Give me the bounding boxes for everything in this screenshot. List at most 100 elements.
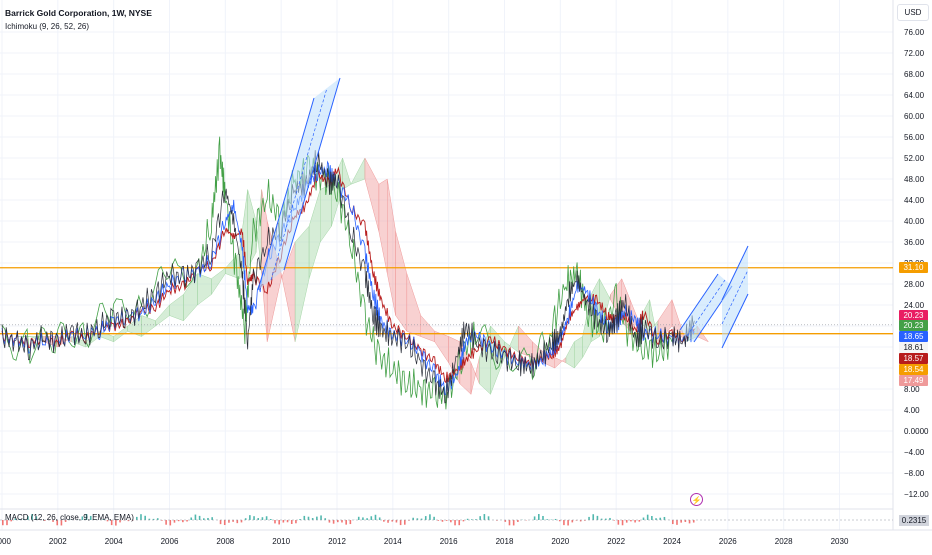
macd-bar <box>379 517 381 520</box>
y-tick-label: 56.00 <box>904 133 925 142</box>
x-tick-label: 2012 <box>328 537 346 546</box>
macd-bar <box>672 520 674 524</box>
macd-bar <box>190 518 192 520</box>
y-tick-label: −4.00 <box>904 448 925 457</box>
macd-bar <box>333 520 335 524</box>
cloud-segment <box>351 158 365 184</box>
cloud-segment <box>387 179 395 316</box>
macd-bar <box>278 520 280 524</box>
macd-bar <box>241 520 243 522</box>
macd-bar <box>232 520 234 522</box>
x-tick-label: 2014 <box>384 537 402 546</box>
macd-bar <box>291 520 293 524</box>
lightning-icon[interactable]: ⚡ <box>690 493 703 506</box>
cloud-segment <box>566 342 574 368</box>
price-tag: 20.23 <box>899 320 928 331</box>
macd-bar <box>513 520 515 525</box>
macd-bar <box>630 520 632 521</box>
macd-bar <box>689 520 691 523</box>
macd-bar <box>371 516 373 520</box>
macd-bar <box>479 516 481 520</box>
macd-bar <box>639 520 641 522</box>
macd-bar <box>505 520 507 522</box>
macd-bar <box>412 518 414 520</box>
macd-bar <box>433 517 435 520</box>
macd-bar <box>597 516 599 520</box>
price-line <box>2 150 694 403</box>
cloud-segment <box>197 274 211 306</box>
x-tick-label: 2024 <box>663 537 681 546</box>
macd-value-tag: 0.2315 <box>899 515 929 526</box>
conversion-line <box>2 162 694 395</box>
macd-bar <box>400 520 402 525</box>
macd-bar <box>626 520 628 523</box>
macd-bar <box>211 517 213 520</box>
macd-bar <box>685 520 687 522</box>
x-tick-label: 2030 <box>831 537 849 546</box>
price-tag: 18.61 <box>899 342 928 353</box>
cloud-segment <box>365 158 379 232</box>
macd-bar <box>375 515 377 520</box>
macd-bar <box>622 520 624 525</box>
ichimoku-cloud <box>16 158 708 394</box>
macd-bar <box>249 515 251 520</box>
macd-bar <box>358 517 360 520</box>
y-tick-label: 52.00 <box>904 154 925 163</box>
macd-bar <box>345 520 347 525</box>
macd-bar <box>383 520 385 522</box>
macd-bar <box>454 520 456 525</box>
cloud-segment <box>574 337 582 369</box>
macd-bar <box>680 520 682 523</box>
macd-bar <box>404 520 406 525</box>
macd-bar <box>563 520 565 525</box>
currency-button[interactable]: USD <box>897 4 929 21</box>
macd-bar <box>567 520 569 525</box>
macd-bar <box>647 515 649 520</box>
macd-bar <box>659 518 661 520</box>
macd-bar <box>165 520 167 525</box>
x-tick-label: 2002 <box>49 537 67 546</box>
macd-bar <box>140 514 142 520</box>
macd-bar <box>651 516 653 520</box>
macd-bar <box>195 515 197 520</box>
y-tick-label: 72.00 <box>904 49 925 58</box>
macd-bar <box>136 517 138 520</box>
price-tag: 18.54 <box>899 364 928 375</box>
macd-bar <box>592 514 594 520</box>
macd-bar <box>253 516 255 520</box>
macd-bar <box>693 520 695 523</box>
macd-bar <box>362 517 364 520</box>
macd-bar <box>463 520 465 521</box>
macd-bar <box>442 520 444 522</box>
price-tag: 18.65 <box>899 331 928 342</box>
legend-indicator: Ichimoku (9, 26, 52, 26) <box>5 20 152 34</box>
macd-bar <box>387 520 389 523</box>
macd-bar <box>237 520 239 523</box>
macd-bar <box>450 520 452 522</box>
macd-bar <box>270 519 272 520</box>
macd-bar <box>308 517 310 520</box>
macd-bar <box>350 520 352 524</box>
macd-bar <box>396 520 398 522</box>
cloud-segment <box>100 331 114 342</box>
macd-bar <box>458 520 460 525</box>
macd-bar <box>320 515 322 520</box>
macd-bar <box>676 520 678 525</box>
price-tag: 18.57 <box>899 353 928 364</box>
y-tick-label: −12.00 <box>904 490 929 499</box>
macd-bar <box>304 516 306 520</box>
cloud-segment <box>379 179 387 274</box>
cloud-segment <box>309 190 320 279</box>
macd-bar <box>341 520 343 522</box>
macd-bar <box>534 516 536 520</box>
y-tick-label: 60.00 <box>904 112 925 121</box>
price-tag: 31.10 <box>899 262 928 273</box>
macd-bar <box>295 520 297 523</box>
macd-bar <box>324 518 326 520</box>
cloud-segment <box>396 232 407 332</box>
macd-bar <box>312 518 314 520</box>
macd-bar <box>316 517 318 520</box>
x-tick-label: 2028 <box>775 537 793 546</box>
